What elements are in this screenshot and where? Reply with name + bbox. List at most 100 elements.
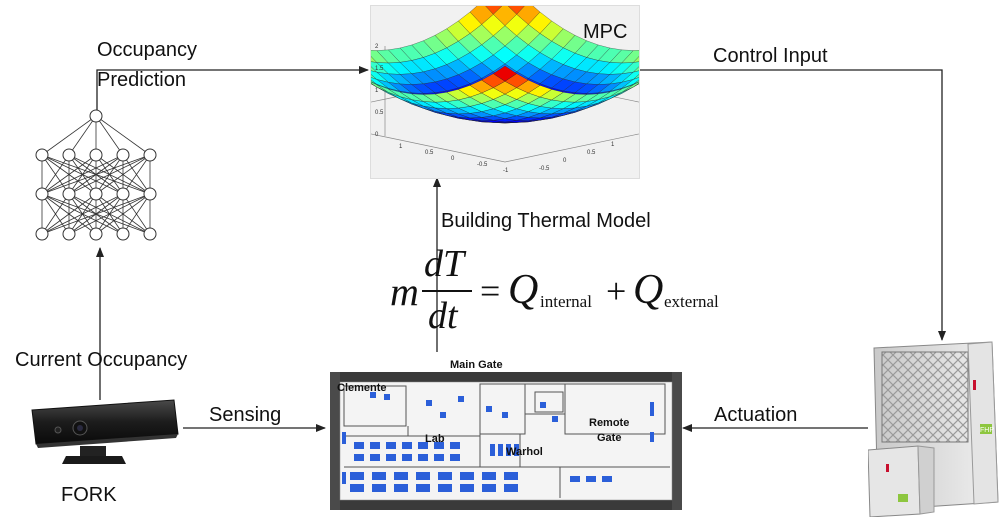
prediction-arrow	[96, 66, 369, 113]
floor-desk	[450, 454, 460, 461]
mpc-x-tick: 1	[399, 144, 403, 150]
nn-edge	[41, 193, 70, 235]
actuation-label: Actuation	[714, 404, 798, 426]
nn-edge	[41, 154, 70, 195]
eq-q1: Q	[508, 267, 539, 313]
nn-node	[116, 148, 130, 162]
nn-edge	[68, 154, 151, 195]
floor-desk	[502, 412, 508, 418]
eq-dT: dT	[424, 243, 465, 285]
floor-desk	[416, 484, 430, 492]
mpc-x-tick: 0	[451, 156, 455, 162]
floor-desk	[552, 416, 558, 422]
nn-edge	[41, 193, 97, 235]
hvac-logo-large: FHP	[980, 427, 994, 434]
nn-edge	[41, 154, 124, 195]
mpc-y-tick: 0	[563, 158, 567, 164]
mpc-surface-cell	[493, 65, 517, 82]
neural-network-diagram	[35, 109, 157, 241]
floor-desk	[434, 454, 444, 461]
nn-node	[143, 187, 157, 201]
kinect-sensor-image	[31, 399, 179, 464]
eq-sub2: external	[664, 292, 719, 311]
floor-desk	[570, 476, 580, 482]
floor-desk	[342, 432, 346, 444]
mpc-y-tick: 1	[611, 142, 615, 148]
nn-node	[35, 227, 49, 241]
nn-node	[62, 227, 76, 241]
occupancy-prediction-label-2: Prediction	[97, 69, 186, 91]
mpc-label: MPC	[583, 21, 628, 43]
control-input-label: Control Input	[713, 45, 828, 67]
nn-node	[35, 148, 49, 162]
eq-plus: +	[606, 271, 627, 311]
nn-edge	[41, 154, 151, 195]
nn-edge	[41, 193, 124, 235]
fork-label: FORK	[61, 484, 117, 506]
mpc-x-tick: -0.5	[477, 162, 488, 168]
nn-edge	[68, 115, 97, 156]
nn-node	[143, 148, 157, 162]
nn-edge	[95, 115, 151, 156]
floor-desk	[386, 442, 396, 449]
floor-desk	[460, 484, 474, 492]
floor-desk	[602, 476, 612, 482]
eq-m: m	[390, 269, 419, 314]
nn-node	[89, 227, 103, 241]
mpc-x-tick: -1	[503, 168, 509, 174]
floor-desk	[504, 484, 518, 492]
nn-node	[89, 109, 103, 123]
floor-desk	[482, 484, 496, 492]
nn-edge	[122, 193, 151, 235]
thermal-equation: m dT dt = Q internal + Q external	[388, 243, 738, 340]
nn-node	[62, 187, 76, 201]
floor-desk	[482, 472, 496, 480]
floor-desk	[418, 454, 428, 461]
floor-desk	[506, 444, 511, 456]
nn-node	[116, 227, 130, 241]
floor-desk	[540, 402, 546, 408]
mpc-z-tick: 1.5	[375, 66, 384, 72]
floor-desk	[514, 444, 519, 456]
hvac-unit-image: FHP	[868, 341, 999, 517]
floor-desk	[350, 484, 364, 492]
nn-edge	[95, 193, 151, 235]
nn-edge	[41, 115, 97, 156]
floor-desk	[490, 444, 495, 456]
floor-desk	[418, 442, 428, 449]
nn-node	[62, 148, 76, 162]
nn-node	[89, 148, 103, 162]
eq-equals: =	[480, 271, 501, 311]
control-input-arrow	[637, 69, 946, 341]
floor-desk	[370, 442, 380, 449]
nn-edge	[95, 154, 151, 195]
nn-node	[89, 187, 103, 201]
nn-edge	[41, 154, 97, 195]
floor-desk	[350, 472, 364, 480]
floor-desk	[498, 444, 503, 456]
mpc-x-tick: 0.5	[425, 150, 434, 156]
room-label-remote: Remote	[589, 417, 630, 429]
mpc-z-tick: 2	[375, 44, 379, 50]
floor-desk	[438, 484, 452, 492]
mpc-z-tick: 0	[375, 132, 379, 138]
mpc-z-tick: 0.5	[375, 110, 384, 116]
eq-q2: Q	[633, 267, 664, 313]
mpc-z-tick: 1	[375, 88, 379, 94]
nn-edge	[68, 193, 151, 235]
floor-desk	[402, 442, 412, 449]
room-label-gate: Gate	[597, 432, 622, 444]
eq-sub1: internal	[540, 292, 592, 311]
floor-desk	[586, 476, 596, 482]
nn-edge	[95, 115, 124, 156]
floor-desk	[342, 472, 346, 484]
floor-plan	[330, 372, 682, 510]
floor-desk	[386, 454, 396, 461]
floor-desk	[416, 472, 430, 480]
floor-desk	[394, 472, 408, 480]
nn-node	[116, 187, 130, 201]
room-label-warhol: Warhol	[506, 446, 543, 458]
floor-desk	[650, 402, 654, 416]
mpc-y-tick: -0.5	[539, 166, 550, 172]
